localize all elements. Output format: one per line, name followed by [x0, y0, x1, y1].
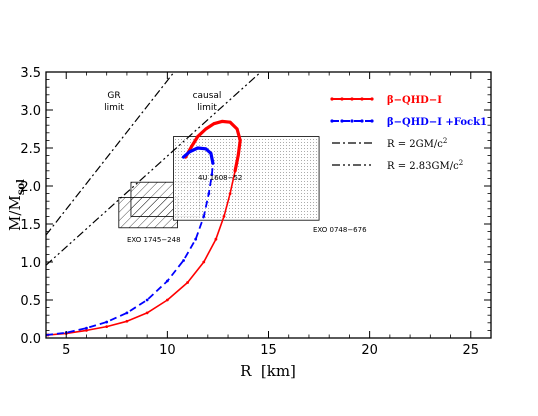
region-label-exo0748: EXO 0748−676 — [313, 226, 367, 234]
series-qhd-point — [233, 169, 237, 173]
series-qhd-fock-curve — [46, 147, 214, 336]
series-qhd-fock-point — [182, 155, 185, 159]
legend-label-qhd-fock: β−QHD−I +Fock1 — [387, 117, 487, 128]
series-qhd-fock-point — [125, 311, 129, 315]
region-label-exo1745: EXO 1745−248 — [127, 236, 181, 244]
series-qhd-point — [222, 215, 226, 218]
legend-label-283gm: R = 2.83GM/c2 — [387, 159, 463, 172]
series-qhd-fock-point — [202, 215, 206, 218]
series-qhd-point — [236, 154, 240, 158]
series-qhd-point — [165, 298, 169, 302]
legend-dot — [360, 119, 364, 123]
series-qhd-fock-point — [210, 173, 214, 177]
series-qhd-point — [105, 325, 109, 328]
legend-dot — [350, 119, 354, 123]
y-tick-label: 3.5 — [20, 66, 41, 81]
series-qhd-point — [235, 127, 239, 131]
series-qhd-fock-point — [211, 161, 215, 165]
series-qhd-fock-point — [105, 320, 109, 324]
y-axis-label-sub: sol — [16, 179, 27, 195]
y-tick-label: 1.0 — [20, 256, 41, 271]
y-tick-label: 0.5 — [20, 294, 41, 309]
gr-limit-label-1: GR — [107, 91, 120, 101]
series-qhd-point — [204, 127, 208, 131]
series-qhd-fock-point — [194, 237, 198, 241]
y-axis-label-main: M/M — [6, 195, 24, 231]
series-qhd-fock-point — [188, 150, 192, 154]
y-axis-label: M/Msol — [6, 179, 27, 231]
series-qhd-point — [228, 120, 232, 124]
y-tick-label: 2.0 — [20, 180, 41, 195]
series-qhd-point — [125, 319, 129, 323]
y-tick-label: 2.5 — [20, 142, 41, 157]
legend-label-2gm: R = 2GM/c2 — [387, 137, 447, 150]
x-tick-label: 20 — [361, 343, 378, 358]
series-qhd-fock-point — [85, 326, 88, 330]
series-qhd-fock-point — [209, 151, 213, 155]
series-qhd-point — [145, 311, 149, 315]
series-qhd-point — [196, 135, 200, 139]
region-label-4u: 4U 1608−52 — [198, 174, 242, 182]
region-exo-1745 — [118, 196, 178, 229]
legend-dot — [340, 97, 344, 101]
x-tick-label: 15 — [260, 343, 277, 358]
series-qhd-fock-point — [182, 259, 185, 262]
series-qhd-point — [186, 281, 189, 284]
legend-label-2gm-sup: 2 — [443, 137, 447, 145]
legend-label-qhd: β−QHD−I — [387, 95, 442, 106]
causal-limit-line — [46, 72, 262, 266]
y-tick-label: 3.0 — [20, 104, 41, 119]
x-axis-label: R [km] — [240, 362, 296, 380]
series-qhd-fock-point — [145, 298, 149, 302]
legend-dot — [370, 119, 374, 123]
series-qhd-fock-point — [196, 146, 200, 150]
legend-dot — [340, 119, 344, 123]
series-qhd-point — [85, 329, 88, 332]
x-tick-label: 5 — [62, 343, 70, 358]
series-qhd-point — [212, 122, 216, 126]
legend-dot — [330, 119, 334, 123]
legend-dot — [330, 97, 334, 101]
series-qhd-point — [214, 237, 218, 241]
x-tick-label: 10 — [159, 343, 176, 358]
series-qhd-point — [202, 260, 206, 264]
x-tick-label: 25 — [462, 343, 479, 358]
region-exo-0748 — [173, 136, 320, 221]
series-qhd-point — [228, 192, 232, 196]
causal-limit-label-1: causal — [193, 91, 222, 101]
legend-dot — [360, 97, 364, 101]
legend: β−QHD−I β−QHD−I +Fock1 R = 2GM/c2 R = 2.… — [330, 95, 487, 172]
series-qhd-point — [190, 145, 194, 148]
gr-limit-line — [46, 72, 175, 236]
legend-dot — [370, 97, 374, 101]
y-tick-label: 1.5 — [20, 218, 41, 233]
gr-limit-label-2: limit — [104, 103, 124, 113]
series-qhd-point — [238, 139, 242, 142]
legend-label-283gm-sup: 2 — [459, 159, 463, 167]
series-qhd-fock-point — [204, 147, 208, 151]
series-qhd-fock-point — [165, 279, 169, 283]
legend-dot — [350, 97, 354, 101]
y-tick-label: 0.0 — [20, 332, 41, 347]
causal-limit-label-2: limit — [197, 103, 217, 113]
series-qhd-point — [220, 120, 224, 123]
series-qhd-fock-point — [207, 192, 211, 196]
